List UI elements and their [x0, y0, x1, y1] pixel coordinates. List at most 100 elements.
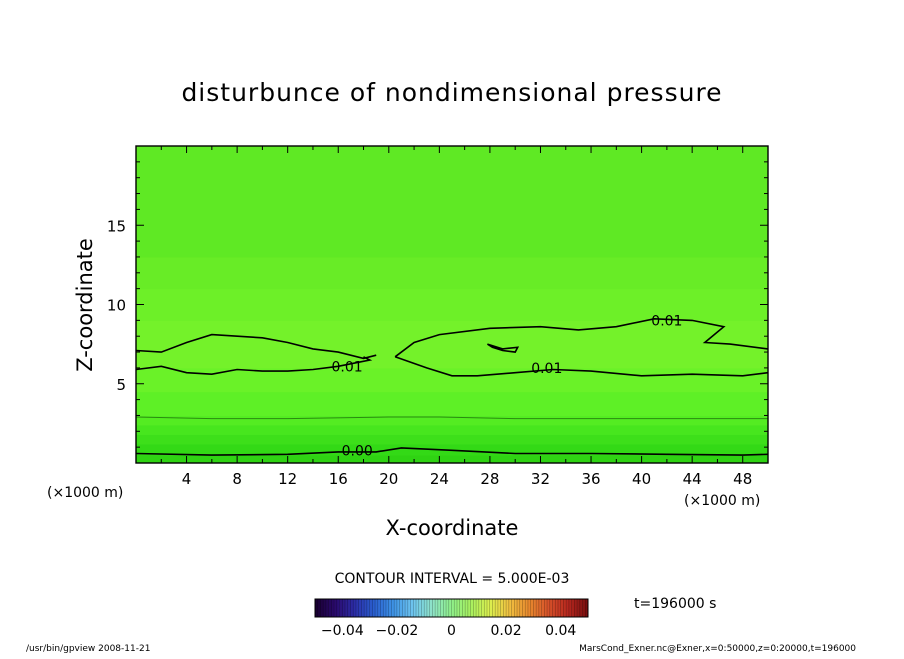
time-text: t=196000 s [634, 596, 716, 612]
colorbar-cell [388, 599, 392, 617]
colorbar-cell [399, 599, 403, 617]
colorbar-cell [437, 599, 441, 617]
colorbar-cell [336, 599, 340, 617]
colorbar-cell [454, 599, 458, 617]
colorbar-cell [334, 599, 338, 617]
colorbar-ticks: −0.04 −0.02 0 0.02 0.04 [321, 623, 577, 639]
colorbar-cell [366, 599, 370, 617]
colorbar-cell [342, 599, 346, 617]
fill-band [136, 146, 768, 258]
colorbar-cell [511, 599, 515, 617]
colorbar-cell [579, 599, 583, 617]
colorbar-cell [410, 599, 414, 617]
colorbar-cell [525, 599, 529, 617]
colorbar-cell [320, 599, 324, 617]
contour-interval-text: CONTOUR INTERVAL = 5.000E-03 [335, 571, 570, 587]
colorbar-cell [467, 599, 471, 617]
colorbar-cell [492, 599, 496, 617]
fill-band [136, 320, 768, 369]
colorbar-cell [323, 599, 327, 617]
colorbar-cell [391, 599, 395, 617]
y-tick-label: 5 [116, 376, 126, 394]
colorbar-cell [544, 599, 548, 617]
colorbar-cell [557, 599, 561, 617]
colorbar-cell [577, 599, 581, 617]
contour-label: 0.00 [342, 443, 373, 459]
contour-labels: 0.00 0.01 0.01 0.01 [332, 313, 683, 459]
colorbar-cell [568, 599, 572, 617]
x-tick-label: 20 [379, 470, 398, 488]
colorbar-cell [315, 599, 319, 617]
colorbar-cell [380, 599, 384, 617]
colorbar-cell [383, 599, 387, 617]
colorbar-cell [394, 599, 398, 617]
colorbar-cell [571, 599, 575, 617]
colorbar-cell [405, 599, 409, 617]
colorbar-cell [478, 599, 482, 617]
colorbar-cell [339, 599, 343, 617]
colorbar-tick-label: −0.02 [375, 623, 418, 639]
colorbar-cell [506, 599, 510, 617]
colorbar-cell [465, 599, 469, 617]
colorbar-cell [566, 599, 570, 617]
chart-title: disturbunce of nondimensional pressure [181, 78, 722, 107]
colorbar-cell [560, 599, 564, 617]
colorbar-cell [514, 599, 518, 617]
contour-line [135, 416, 768, 420]
contour-line [135, 333, 377, 360]
colorbar-cell [375, 599, 379, 617]
y-tick-label: 10 [107, 297, 126, 315]
fill-band [136, 424, 768, 435]
colorbar-cell [440, 599, 444, 617]
plot-area: 0.000.01 0.010.01 4 8 12 16 20 24 28 32 36 40 44 48 … [107, 145, 769, 488]
colorbar-cell [533, 599, 537, 617]
colorbar-cell [503, 599, 507, 617]
colorbar-tick-label: 0 [447, 623, 456, 639]
x-tick-label: 48 [733, 470, 752, 488]
colorbar-cell [489, 599, 493, 617]
x-unit-right: (×1000 m) [684, 493, 760, 509]
colorbar-cell [481, 599, 485, 617]
colorbar-cell [541, 599, 545, 617]
fill-band [136, 391, 768, 416]
colorbar-cell [385, 599, 390, 617]
colorbar-cell [345, 599, 349, 617]
colorbar-cell [517, 599, 521, 617]
colorbar-cell [424, 599, 428, 617]
colorbar-cell [325, 599, 329, 617]
x-axis-ticks: 4 8 12 16 20 24 28 32 36 40 44 48 [160, 146, 752, 488]
y-tick-label: 15 [107, 217, 126, 235]
colorbar-cell [328, 599, 332, 617]
colorbar-cell [519, 599, 523, 617]
x-tick-label: 4 [182, 470, 192, 488]
fill-band [136, 256, 768, 290]
colorbar-cell [530, 599, 534, 617]
contour-line [135, 447, 769, 456]
x-tick-label: 12 [278, 470, 297, 488]
colorbar-cell [331, 599, 335, 617]
colorbar-cell [522, 599, 526, 617]
colorbar-cell [484, 599, 488, 617]
colorbar-cell [435, 599, 439, 617]
colorbar-cell [508, 599, 512, 617]
fill-band [136, 434, 768, 445]
colorbar-cell [402, 599, 406, 617]
contour-line [394, 317, 769, 358]
colorbar-cell [443, 599, 447, 617]
contour-label: 0.01 [651, 313, 682, 329]
colorbar-cell [350, 599, 354, 617]
footer-left: /usr/bin/gpview 2008-11-21 [26, 644, 150, 654]
colorbar-cell [536, 599, 540, 617]
colorbar-cell [582, 599, 586, 617]
colorbar-cell [585, 599, 589, 617]
contour-line [486, 343, 520, 353]
fill-band [136, 415, 768, 426]
colorbar-tick-label: −0.04 [321, 623, 364, 639]
colorbar-frame [314, 598, 589, 618]
fill-band [136, 288, 768, 321]
colorbar-cell [574, 599, 578, 617]
colorbar-tick-label: 0.02 [491, 623, 522, 639]
colorbar-cell [527, 599, 531, 617]
colorbar-cell [549, 599, 553, 617]
